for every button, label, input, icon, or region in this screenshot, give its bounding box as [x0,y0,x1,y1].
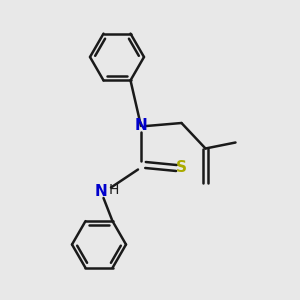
Text: N: N [135,118,147,134]
Text: S: S [176,160,187,175]
Text: H: H [108,184,118,197]
Text: N: N [94,184,107,200]
